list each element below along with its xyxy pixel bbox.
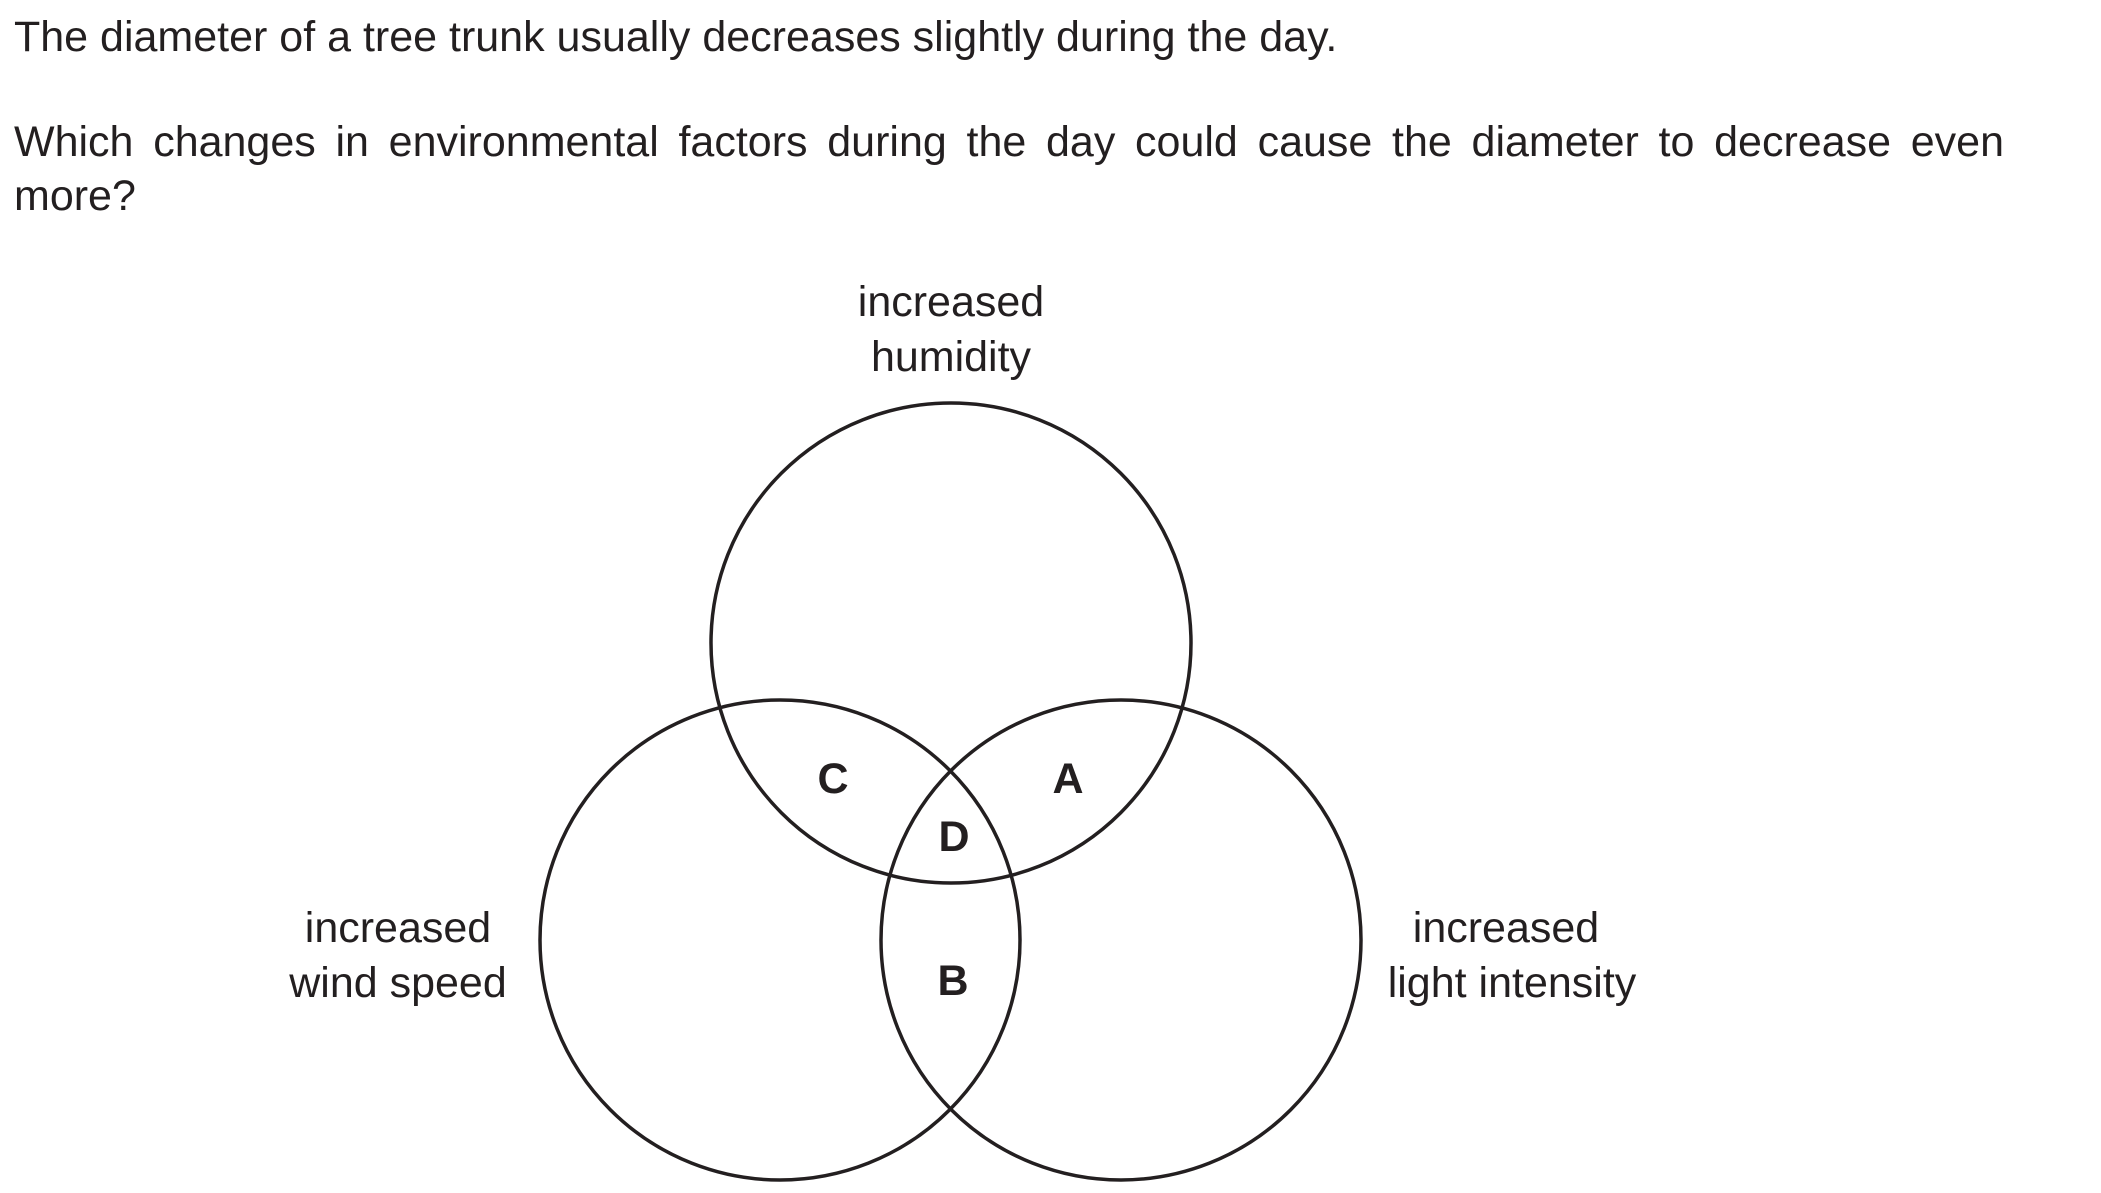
label-light-intensity-line2: light intensity — [1388, 959, 1637, 1007]
question-statement: The diameter of a tree trunk usually dec… — [14, 13, 1338, 61]
region-a-label: A — [1052, 755, 1083, 803]
region-b-label: B — [937, 957, 968, 1005]
question-prompt: Which changes in environmental factors d… — [14, 118, 2004, 220]
question-text: The diameter of a tree trunk usually dec… — [14, 10, 2004, 223]
circle-humidity — [709, 401, 1193, 885]
label-humidity-line1: increased — [858, 278, 1044, 326]
label-wind-speed-line2: wind speed — [288, 959, 507, 1007]
region-c-label: C — [817, 755, 848, 803]
circle-light-intensity — [879, 698, 1363, 1182]
circle-wind-speed — [538, 698, 1022, 1182]
label-light-intensity-line1: increased — [1413, 904, 1599, 952]
region-d-label: D — [938, 813, 969, 861]
label-wind-speed-line1: increased — [305, 904, 491, 952]
label-humidity-line2: humidity — [871, 333, 1032, 381]
